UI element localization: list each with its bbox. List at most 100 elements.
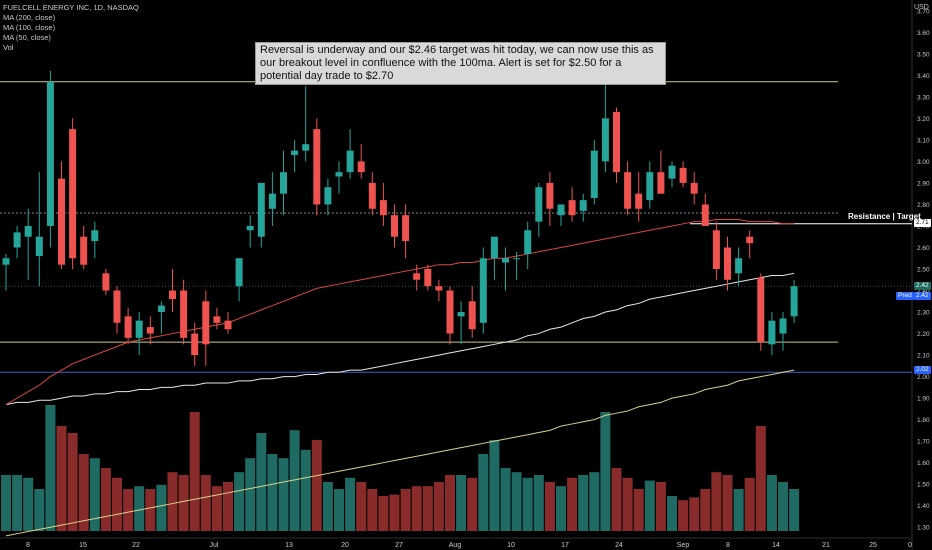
candle-body bbox=[724, 247, 731, 280]
volume-bar bbox=[234, 472, 245, 531]
support-price-tag: 2.02 bbox=[914, 366, 931, 374]
volume-bar bbox=[766, 475, 777, 531]
candle-body bbox=[435, 286, 443, 291]
candle-body bbox=[424, 269, 432, 287]
candle-body bbox=[402, 215, 410, 242]
candle-body bbox=[169, 290, 176, 300]
volume-bar bbox=[311, 440, 322, 531]
candle-body bbox=[224, 320, 232, 330]
time-tick-label: 0 bbox=[908, 542, 912, 549]
candle-body bbox=[490, 236, 498, 259]
volume-bar bbox=[389, 494, 400, 531]
ma200-legend[interactable]: MA (200, close) bbox=[3, 13, 56, 22]
time-tick-label: 20 bbox=[341, 542, 349, 549]
volume-bar bbox=[722, 475, 733, 531]
volume-bar bbox=[700, 489, 711, 531]
volume-bar bbox=[789, 489, 800, 531]
indicator-legend: FUELCELL ENERGY INC, 1D, NASDAQ MA (200,… bbox=[3, 3, 139, 53]
time-axis[interactable]: 8 15 22 Jul 13 20 27 Aug 10 17 24 Sep 8 14 21 25 0 bbox=[26, 542, 912, 549]
candle-body bbox=[146, 327, 154, 334]
candle-body bbox=[701, 204, 709, 226]
volume-bar bbox=[89, 458, 100, 531]
volume-bar bbox=[544, 482, 555, 531]
candle-body bbox=[324, 187, 332, 205]
volume-bar bbox=[378, 496, 389, 531]
price-tick-label: 3.40 bbox=[917, 73, 930, 80]
candle-body bbox=[712, 230, 720, 269]
candle-body bbox=[135, 320, 143, 338]
time-tick-label: 13 bbox=[285, 542, 293, 549]
volume-bar bbox=[511, 472, 522, 531]
moving-averages bbox=[5, 219, 795, 537]
volume-bar bbox=[156, 484, 167, 531]
time-tick-label: 25 bbox=[869, 542, 877, 549]
volume-bar bbox=[556, 486, 566, 531]
volume-bar bbox=[211, 486, 222, 531]
volume-bar bbox=[12, 475, 23, 531]
candle-body bbox=[191, 333, 199, 356]
time-tick-label: 14 bbox=[772, 542, 780, 549]
volume-bar bbox=[667, 496, 677, 531]
price-tick-label: 3.60 bbox=[917, 30, 930, 37]
symbol-title[interactable]: FUELCELL ENERGY INC, 1D, NASDAQ bbox=[3, 3, 139, 12]
volume-bar bbox=[278, 458, 289, 531]
candle-body bbox=[768, 320, 776, 345]
volume-bar bbox=[711, 472, 722, 531]
candle-body bbox=[524, 230, 532, 254]
candle-body bbox=[746, 236, 754, 244]
volume-bar bbox=[400, 489, 411, 531]
candle-body bbox=[268, 193, 276, 209]
volume-bar bbox=[733, 489, 744, 531]
volume-legend[interactable]: Vol bbox=[3, 43, 14, 52]
volume-bar bbox=[411, 486, 422, 531]
candle-body bbox=[391, 215, 398, 237]
time-tick-label: 22 bbox=[132, 542, 140, 549]
candle-body bbox=[202, 301, 210, 345]
price-tick-label: 3.10 bbox=[917, 137, 930, 144]
time-tick-label: 15 bbox=[79, 542, 87, 549]
volume-bar bbox=[522, 477, 533, 531]
volume-bar bbox=[633, 489, 644, 531]
price-tick-label: 1.80 bbox=[917, 417, 930, 424]
volume-bar bbox=[422, 486, 433, 531]
volume-bar bbox=[134, 486, 145, 531]
volume-bar bbox=[356, 482, 367, 531]
candle-body bbox=[69, 129, 77, 259]
price-tick-label: 2.20 bbox=[917, 331, 930, 338]
currency-label: USD bbox=[914, 4, 929, 11]
candle-body bbox=[613, 111, 620, 173]
volume-bar bbox=[755, 426, 766, 531]
candle-body bbox=[346, 150, 354, 173]
time-tick-label: Sep bbox=[677, 542, 690, 549]
price-tick-label: 1.60 bbox=[917, 460, 930, 467]
volume-bar bbox=[123, 489, 134, 531]
volume-bar bbox=[744, 477, 755, 531]
ma100-legend[interactable]: MA (100, close) bbox=[3, 23, 56, 32]
volume-bar bbox=[245, 458, 256, 531]
candle-body bbox=[646, 172, 654, 201]
volume-bar bbox=[622, 477, 633, 531]
time-tick-label: 8 bbox=[26, 542, 30, 549]
volume-bar bbox=[45, 405, 56, 531]
time-tick-label: 27 bbox=[395, 542, 403, 549]
volume-bar bbox=[67, 433, 78, 531]
candle-body bbox=[180, 290, 188, 338]
volume-bar bbox=[611, 468, 622, 531]
candle-body bbox=[624, 172, 632, 209]
candle-body bbox=[24, 225, 32, 237]
candle-body bbox=[246, 225, 254, 231]
candle-body bbox=[790, 286, 798, 317]
candle-body bbox=[513, 258, 521, 260]
volume-bar bbox=[56, 426, 67, 531]
time-tick-label: Jul bbox=[210, 542, 219, 549]
volume-bar bbox=[78, 454, 89, 531]
candle-body bbox=[757, 277, 765, 343]
annotation-callout[interactable]: Reversal is underway and our $2.46 targe… bbox=[255, 42, 666, 85]
volume-bar bbox=[223, 482, 233, 531]
ma50-legend[interactable]: MA (50, close) bbox=[3, 33, 51, 42]
price-axis[interactable]: 1.30 1.40 1.50 1.60 1.70 1.80 1.90 2.00 2.10 2.20… bbox=[917, 8, 930, 531]
price-tick-label: 1.90 bbox=[917, 396, 930, 403]
price-tick-label: 3.20 bbox=[917, 116, 930, 123]
price-tick-label: 3.30 bbox=[917, 94, 930, 101]
